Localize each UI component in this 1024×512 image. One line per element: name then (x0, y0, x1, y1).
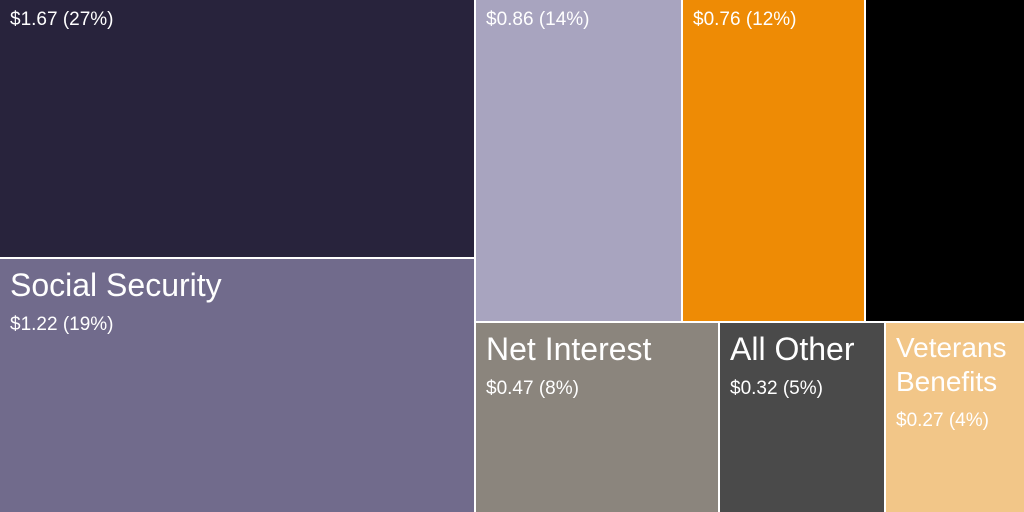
tile-category-label: Net Interest (486, 331, 652, 367)
treemap-tile: Veterans Benefits $0.27 (4%) (884, 321, 1024, 512)
tile-value-label: $0.27 (4%) (896, 410, 989, 431)
treemap-tile: $0.86 (14%) (474, 0, 681, 321)
tile-category-label: Veterans Benefits (896, 332, 1007, 397)
treemap-tile: Net Interest $0.47 (8%) (474, 321, 718, 512)
tile-category-label: Social Security (10, 267, 222, 303)
treemap-tile: $1.67 (27%) (0, 0, 474, 257)
tile-category-label: All Other (730, 331, 855, 367)
tile-value-label: $0.47 (8%) (486, 378, 579, 399)
tile-value-label: $0.32 (5%) (730, 378, 823, 399)
treemap-tile (864, 0, 1024, 321)
treemap-tile: $0.76 (12%) (681, 0, 864, 321)
treemap-tile: All Other $0.32 (5%) (718, 321, 884, 512)
tile-value-label: $1.67 (27%) (10, 9, 114, 30)
treemap-tile: Social Security $1.22 (19%) (0, 257, 474, 512)
tile-value-label: $0.86 (14%) (486, 9, 590, 30)
tile-value-label: $1.22 (19%) (10, 314, 114, 335)
tile-value-label: $0.76 (12%) (693, 9, 797, 30)
